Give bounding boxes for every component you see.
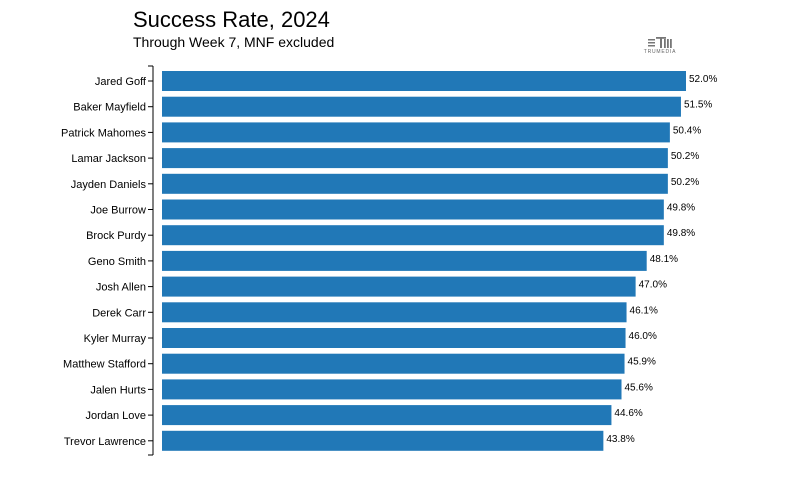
category-label: Kyler Murray xyxy=(84,333,147,345)
category-label: Geno Smith xyxy=(88,256,146,268)
value-label: 48.1% xyxy=(650,254,678,265)
bar xyxy=(162,225,664,246)
category-label: Josh Allen xyxy=(96,282,146,294)
bar xyxy=(162,430,604,451)
value-label: 45.9% xyxy=(628,357,656,368)
value-label: 50.4% xyxy=(673,125,701,136)
bar xyxy=(162,328,626,348)
value-label: 46.1% xyxy=(630,305,658,316)
bar xyxy=(162,71,686,91)
value-label: 49.8% xyxy=(667,203,695,214)
chart-title: Success Rate, 2024 xyxy=(133,7,330,32)
category-label: Baker Mayfield xyxy=(73,102,146,114)
value-label: 43.8% xyxy=(606,434,634,445)
bar xyxy=(162,276,636,297)
category-label: Derek Carr xyxy=(92,307,146,319)
bar xyxy=(162,250,647,271)
value-label: 49.8% xyxy=(667,228,695,239)
trumedia-logo-icon xyxy=(648,37,672,48)
value-label: 51.5% xyxy=(684,100,712,111)
trumedia-logo-text: TRUMEDIA xyxy=(643,49,677,55)
category-label: Jalen Hurts xyxy=(90,384,146,396)
category-label: Lamar Jackson xyxy=(71,153,146,165)
chart-subtitle: Through Week 7, MNF excluded xyxy=(133,34,335,50)
value-label: 52.0% xyxy=(689,74,717,85)
bar xyxy=(162,122,670,143)
category-label: Joe Burrow xyxy=(90,205,146,217)
bar xyxy=(162,199,664,220)
bar xyxy=(162,148,668,169)
bar xyxy=(162,405,612,426)
category-label: Patrick Mahomes xyxy=(61,127,146,139)
bar xyxy=(162,173,668,194)
value-label: 50.2% xyxy=(671,151,699,162)
category-label: Jordan Love xyxy=(85,410,146,422)
bar xyxy=(162,379,622,400)
value-label: 44.6% xyxy=(614,408,642,419)
category-label: Matthew Stafford xyxy=(63,359,146,371)
value-label: 47.0% xyxy=(639,280,667,291)
category-label: Jayden Daniels xyxy=(71,179,147,191)
value-label: 46.0% xyxy=(629,331,657,342)
category-label: Trevor Lawrence xyxy=(64,436,146,448)
bar xyxy=(162,96,681,117)
category-label: Jared Goff xyxy=(95,76,147,88)
value-label: 50.2% xyxy=(671,177,699,188)
bar xyxy=(162,353,625,374)
trumedia-logo: TRUMEDIA xyxy=(638,37,682,59)
category-label: Brock Purdy xyxy=(86,230,146,242)
bar xyxy=(162,302,627,323)
value-label: 45.6% xyxy=(625,382,653,393)
